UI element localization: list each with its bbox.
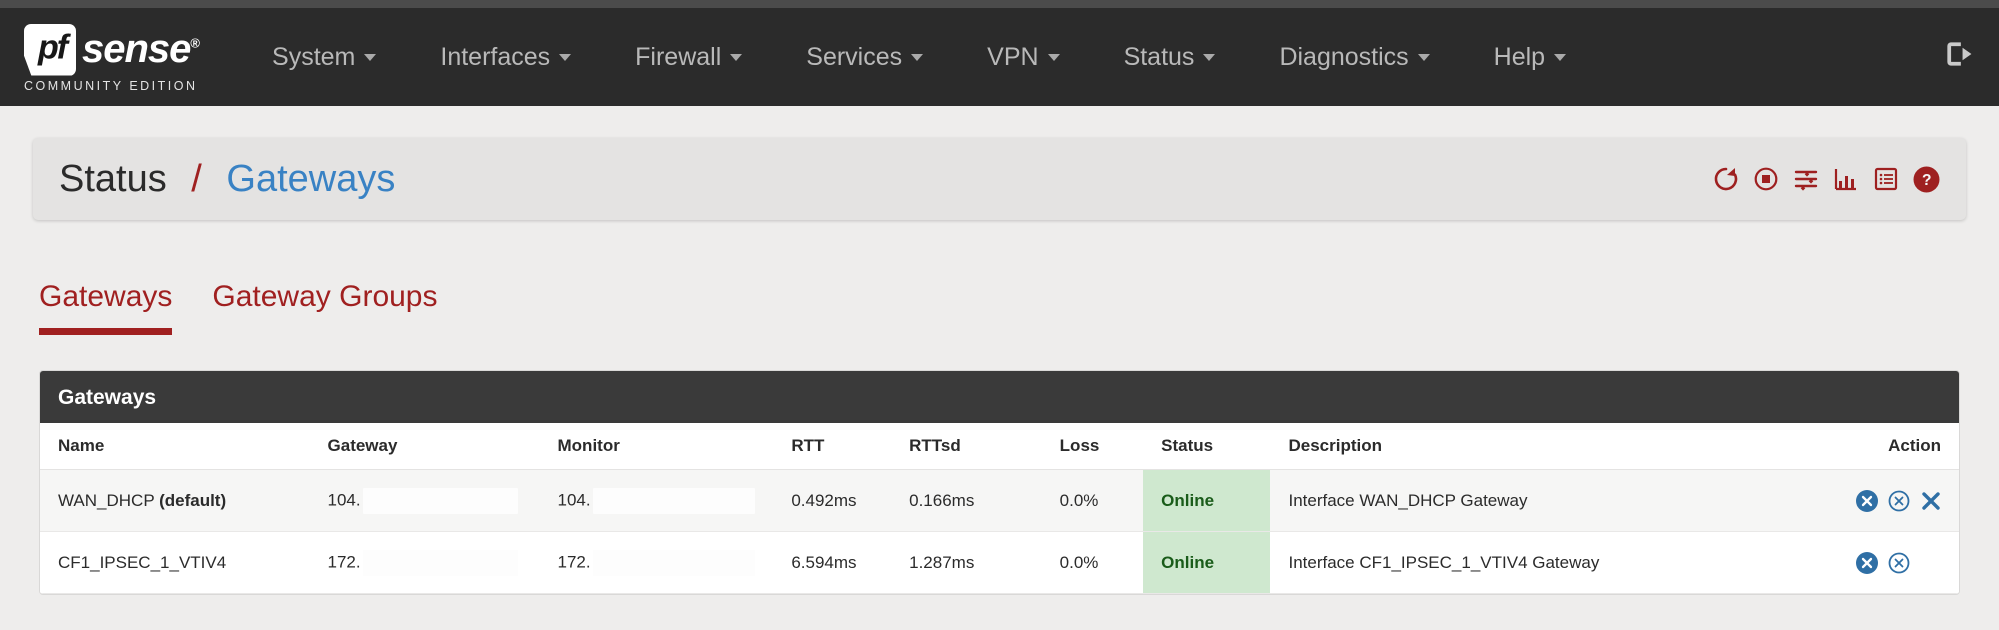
svg-text:?: ?: [1922, 172, 1932, 189]
